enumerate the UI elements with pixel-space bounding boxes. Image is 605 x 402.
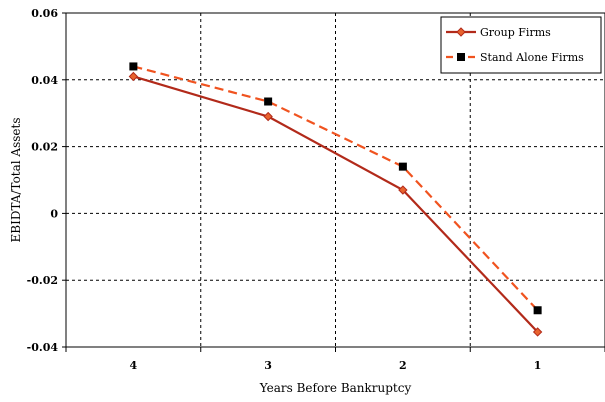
y-tick-label: 0.02 bbox=[31, 141, 58, 154]
data-point bbox=[398, 185, 408, 195]
x-tick-label: 3 bbox=[264, 359, 272, 372]
legend-box bbox=[440, 16, 602, 74]
legend-item: Group Firms bbox=[446, 26, 551, 39]
legend-marker bbox=[457, 53, 465, 61]
series-group-firms bbox=[128, 71, 543, 337]
series-layer bbox=[128, 62, 543, 337]
data-point bbox=[398, 162, 407, 171]
data-point bbox=[129, 62, 138, 71]
y-tick-label: 0.04 bbox=[31, 74, 58, 87]
y-tick-label: -0.04 bbox=[27, 341, 59, 354]
series-line bbox=[133, 75, 539, 333]
x-axis-ticks: 4 3 2 1 bbox=[65, 347, 605, 372]
series-stand-alone-firms bbox=[129, 62, 542, 315]
data-point bbox=[128, 71, 139, 82]
data-point bbox=[532, 327, 543, 337]
data-point bbox=[263, 111, 273, 122]
legend-marker bbox=[456, 27, 466, 37]
legend-item: Stand Alone Firms bbox=[446, 51, 584, 64]
y-tick-label: 0 bbox=[50, 207, 58, 220]
y-tick-label: -0.02 bbox=[27, 274, 58, 287]
x-tick-label: 4 bbox=[130, 359, 138, 372]
legend: Group Firms Stand Alone Firms bbox=[440, 16, 602, 74]
x-axis-title: Years Before Bankruptcy bbox=[259, 381, 412, 395]
y-tick-label: 0.06 bbox=[31, 7, 58, 20]
data-point bbox=[264, 97, 273, 106]
legend-label: Group Firms bbox=[480, 26, 551, 39]
y-axis-ticks: -0.04 -0.02 0 0.02 0.04 0.06 bbox=[27, 7, 66, 354]
y-axis-title: EBIDTA/Total Assets bbox=[9, 118, 23, 243]
series-line bbox=[133, 65, 539, 312]
x-tick-label: 1 bbox=[534, 359, 542, 372]
x-tick-label: 2 bbox=[399, 359, 407, 372]
legend-label: Stand Alone Firms bbox=[480, 51, 584, 64]
data-point bbox=[533, 306, 542, 315]
